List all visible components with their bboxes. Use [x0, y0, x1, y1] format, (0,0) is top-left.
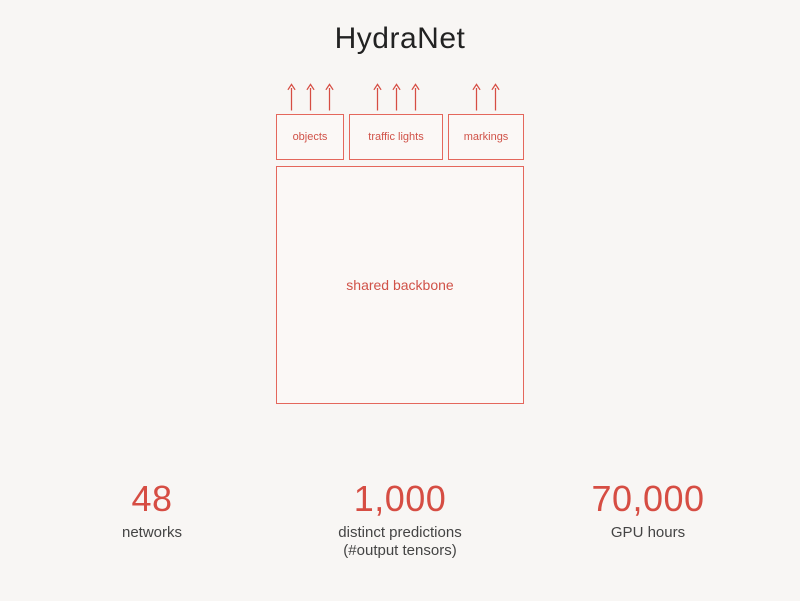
head-box-traffic-lights: traffic lights [349, 114, 443, 160]
head-box-markings: markings [448, 114, 524, 160]
arrow-group-markings [448, 82, 524, 112]
output-arrow-icon [491, 82, 500, 112]
output-arrow-icon [411, 82, 420, 112]
slide: HydraNet objects traffic lights markings… [0, 0, 800, 601]
stat-value: 48 [28, 478, 276, 520]
output-arrow-icon [472, 82, 481, 112]
backbone-box: shared backbone [276, 166, 524, 404]
hydranet-diagram: objects traffic lights markings shared b… [276, 82, 524, 404]
stats-row: 48 networks 1,000 distinct predictions (… [0, 478, 800, 562]
heads-row: objects traffic lights markings [276, 114, 524, 160]
stat-gpu-hours: 70,000 GPU hours [524, 478, 772, 543]
head-box-objects: objects [276, 114, 344, 160]
stat-label: networks [28, 524, 276, 543]
output-arrow-icon [287, 82, 296, 112]
arrows-row [276, 82, 524, 112]
stat-value: 70,000 [524, 478, 772, 520]
output-arrow-icon [373, 82, 382, 112]
stat-label: GPU hours [524, 524, 772, 543]
arrow-group-objects [276, 82, 344, 112]
page-title: HydraNet [0, 0, 800, 56]
output-arrow-icon [306, 82, 315, 112]
stat-value: 1,000 [276, 478, 524, 520]
stat-label: distinct predictions (#output tensors) [276, 524, 524, 562]
stat-networks: 48 networks [28, 478, 276, 543]
stat-predictions: 1,000 distinct predictions (#output tens… [276, 478, 524, 562]
arrow-group-traffic-lights [349, 82, 443, 112]
output-arrow-icon [392, 82, 401, 112]
output-arrow-icon [325, 82, 334, 112]
